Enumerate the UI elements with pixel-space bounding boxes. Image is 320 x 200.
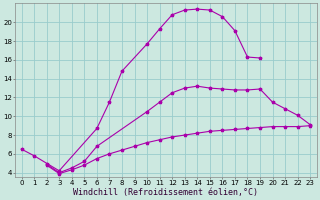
X-axis label: Windchill (Refroidissement éolien,°C): Windchill (Refroidissement éolien,°C) <box>73 188 258 197</box>
